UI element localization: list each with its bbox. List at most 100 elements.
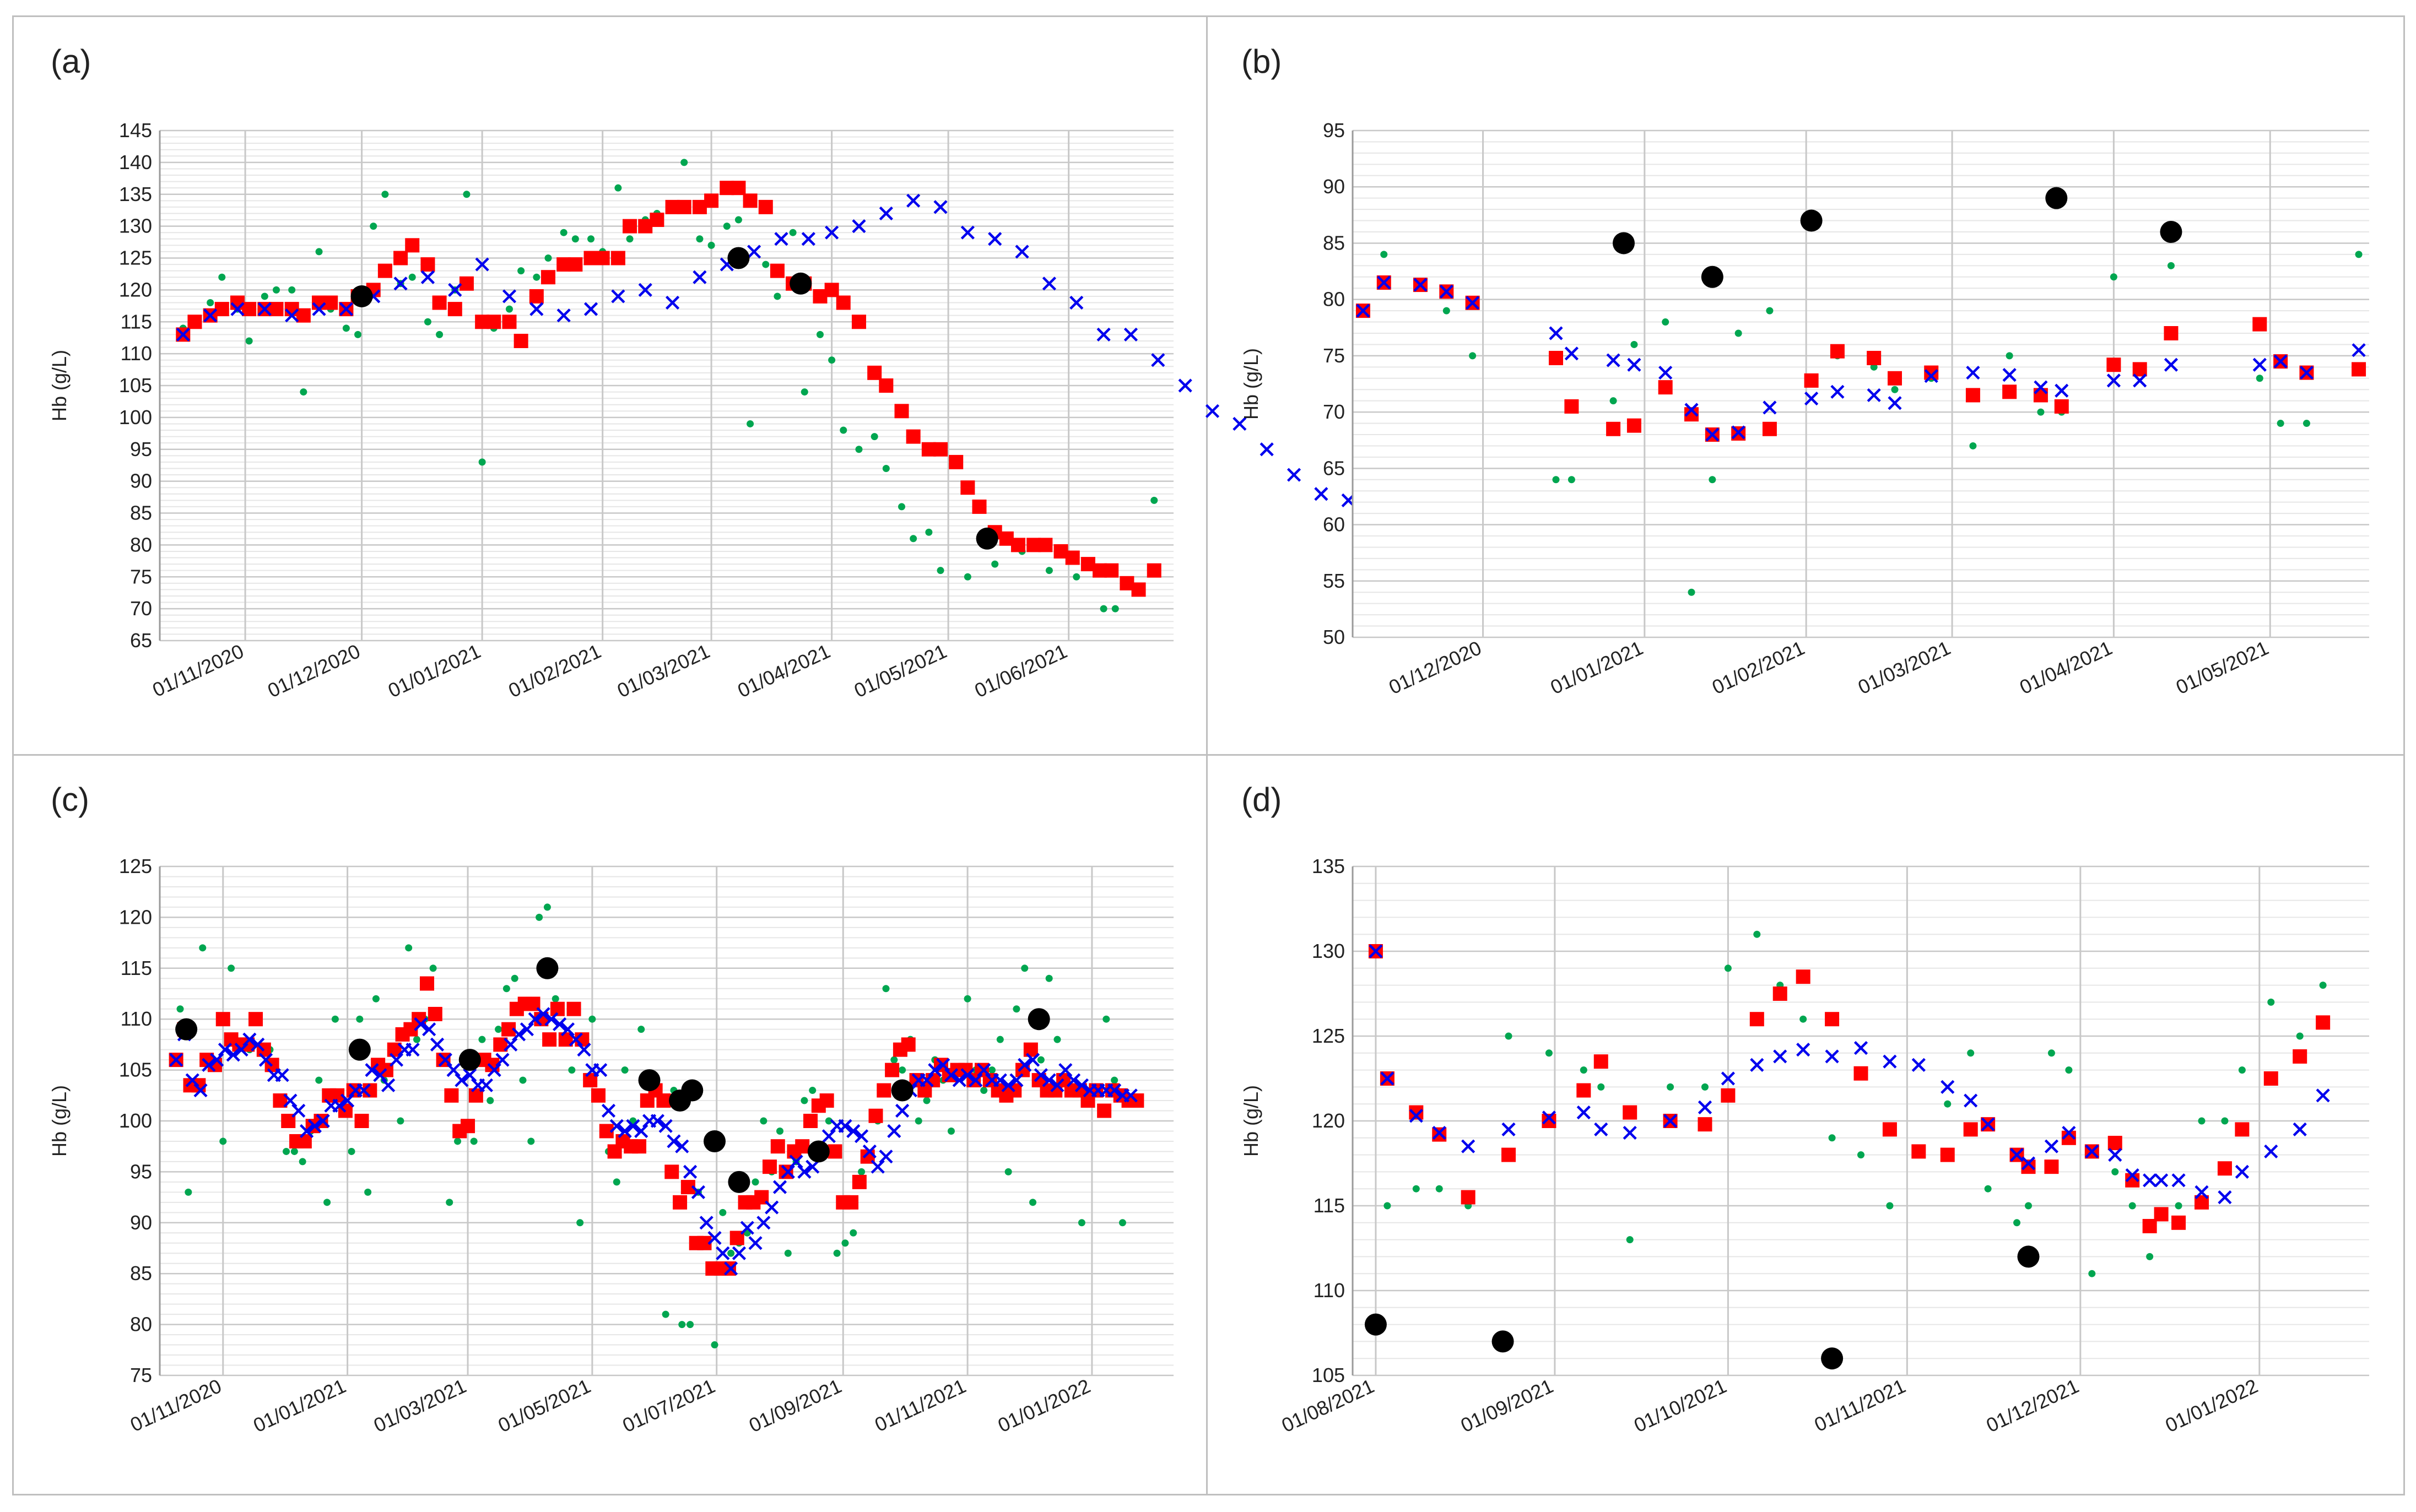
red-square-point <box>868 1108 883 1123</box>
blue-cross-point <box>1369 944 1383 958</box>
blue-cross-point <box>2316 1088 2330 1103</box>
green-dot-point <box>571 235 579 243</box>
red-square-point <box>1065 550 1080 565</box>
red-square-point <box>906 429 921 444</box>
green-dot-point <box>2296 1032 2304 1040</box>
green-dot-point <box>1505 1032 1512 1040</box>
blue-cross-point <box>1684 403 1699 417</box>
panel-label: (c) <box>51 781 89 818</box>
blue-cross-point <box>553 1017 567 1032</box>
y-tick-label: 80 <box>130 533 152 556</box>
blue-cross-point <box>716 1246 730 1260</box>
green-dot-point <box>789 229 797 236</box>
blue-cross-point <box>1606 353 1620 367</box>
blue-cross-point <box>1627 357 1641 372</box>
blue-cross-point <box>291 1103 306 1118</box>
blue-cross-point <box>2164 357 2179 372</box>
red-square-point <box>828 1144 842 1159</box>
black-circle-point <box>681 1079 704 1102</box>
panel-label: (a) <box>51 43 91 80</box>
blue-cross-point <box>1025 1053 1040 1067</box>
blue-cross-point <box>1461 1139 1475 1153</box>
green-dot-point <box>587 235 595 243</box>
blue-cross-point <box>887 1124 901 1139</box>
green-dot-point <box>1013 1005 1020 1013</box>
green-dot-point <box>372 995 380 1002</box>
blue-cross-point <box>944 1068 959 1082</box>
red-square-point <box>885 1063 900 1077</box>
red-square-point <box>632 1139 647 1154</box>
blue-cross-point <box>463 1068 477 1082</box>
green-dot-point <box>517 267 525 275</box>
green-dot-point <box>1828 1134 1836 1142</box>
y-tick-label: 130 <box>119 215 152 237</box>
blue-cross-point <box>2009 1148 2024 1162</box>
blue-cross-point <box>969 1073 983 1087</box>
blue-cross-point <box>2044 1139 2059 1153</box>
green-dot-point <box>871 433 878 441</box>
blue-cross-point <box>1413 278 1428 292</box>
blue-cross-point <box>895 1103 910 1118</box>
red-square-point <box>248 1012 263 1027</box>
red-square-point <box>595 251 610 265</box>
red-square-point <box>836 295 851 310</box>
blue-cross-point <box>2143 1173 2157 1188</box>
y-tick-label: 105 <box>119 1059 152 1081</box>
blue-cross-point <box>226 1048 240 1062</box>
red-square-point <box>949 454 964 469</box>
blue-cross-point <box>1466 296 1480 310</box>
blue-cross-point <box>569 1032 583 1047</box>
black-circle-point <box>704 1130 726 1152</box>
green-dot-point <box>1734 329 1742 337</box>
red-square-point <box>623 219 637 234</box>
red-square-point <box>529 289 544 304</box>
green-dot-point <box>1667 1083 1674 1091</box>
y-axis-title: Hb (g/L) <box>1240 348 1262 420</box>
green-dot-point <box>1597 1083 1605 1091</box>
black-circle-point <box>728 1170 750 1193</box>
green-dot-point <box>1469 352 1477 360</box>
red-square-point <box>1658 380 1673 395</box>
red-square-point <box>1888 371 1902 386</box>
green-dot-point <box>855 446 863 453</box>
blue-cross-point <box>2195 1185 2209 1199</box>
green-dot-point <box>370 223 377 230</box>
red-square-point <box>1104 563 1119 578</box>
blue-cross-point <box>511 1027 526 1042</box>
green-dot-point <box>2319 982 2327 989</box>
blue-cross-point <box>393 277 408 291</box>
y-tick-label: 80 <box>130 1313 152 1336</box>
green-dot-point <box>621 1066 629 1074</box>
y-tick-label: 70 <box>1323 400 1345 423</box>
blue-cross-point <box>2002 368 2017 382</box>
green-dot-point <box>1045 974 1053 982</box>
blue-cross-point <box>593 1063 608 1077</box>
blue-cross-point <box>422 1022 436 1037</box>
green-dot-point <box>816 330 824 338</box>
red-square-point <box>2154 1207 2169 1222</box>
blue-cross-point <box>1721 1071 1735 1086</box>
blue-cross-point <box>732 1246 747 1260</box>
y-tick-label: 75 <box>130 565 152 588</box>
red-square-point <box>664 1164 679 1179</box>
red-square-point <box>447 302 462 317</box>
blue-cross-point <box>2062 1125 2076 1140</box>
green-dot-point <box>723 223 731 230</box>
y-tick-label: 65 <box>1323 457 1345 479</box>
green-dot-point <box>747 420 754 427</box>
green-dot-point <box>405 944 413 952</box>
blue-cross-point <box>1542 1110 1556 1125</box>
green-dot-point <box>1630 340 1638 348</box>
blue-cross-point <box>283 1093 298 1108</box>
red-square-point <box>704 193 719 208</box>
blue-cross-point <box>993 1073 1007 1087</box>
y-tick-label: 90 <box>130 1211 152 1234</box>
blue-cross-point <box>1233 416 1247 431</box>
red-square-point <box>215 1012 230 1027</box>
green-dot-point <box>678 1321 686 1329</box>
black-circle-point <box>891 1079 914 1102</box>
y-tick-label: 145 <box>119 119 152 142</box>
blue-cross-point <box>203 308 218 323</box>
